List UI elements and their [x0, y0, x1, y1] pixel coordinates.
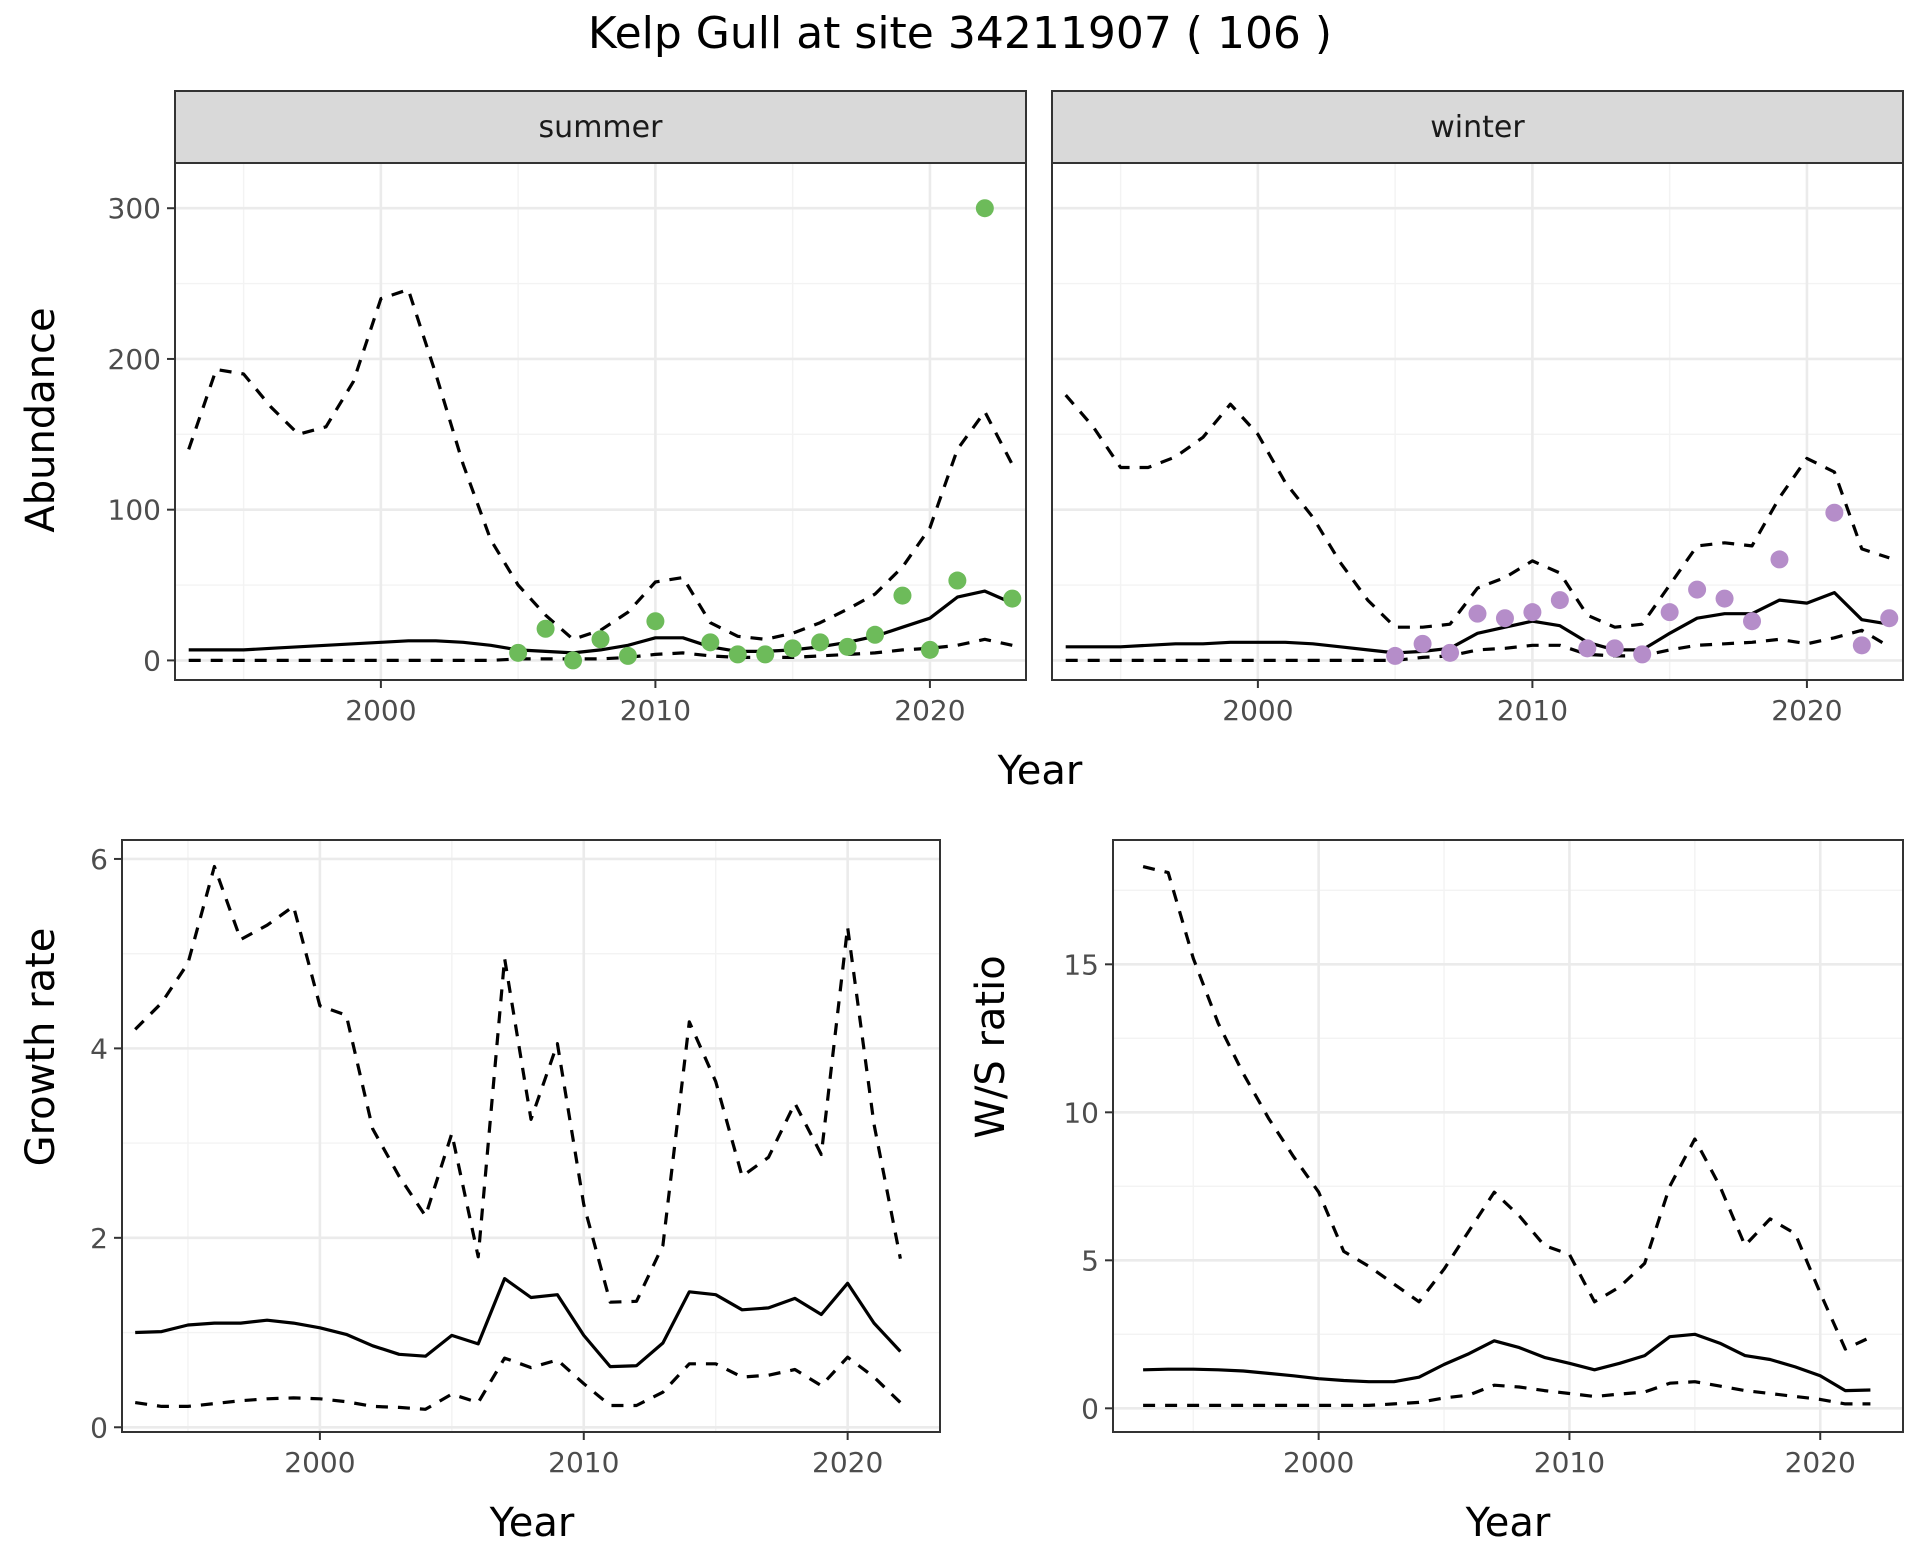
observed-point — [1660, 603, 1679, 622]
x-tick-label: 2010 — [1534, 1446, 1605, 1479]
panel-summer: 2000 2010 2020 0 100 200 300 summer — [108, 90, 1027, 727]
observed-point — [1880, 609, 1899, 628]
x-tick-label: 2020 — [1785, 1446, 1856, 1479]
x-tick-label: 2020 — [812, 1446, 883, 1479]
observed-point — [1495, 609, 1514, 628]
x-tick-label: 2010 — [1497, 694, 1568, 727]
observed-point — [701, 633, 720, 652]
x-tick-label: 2000 — [284, 1446, 355, 1479]
observed-point — [756, 645, 775, 664]
observed-point — [948, 571, 967, 590]
upper-ci-line — [134, 864, 902, 1304]
observed-point — [536, 619, 555, 638]
observed-point — [811, 633, 830, 652]
observed-point — [1523, 603, 1542, 622]
estimate-line — [1065, 590, 1890, 655]
lower-ci-line — [188, 637, 1013, 663]
panel-winter: 2000 2010 2020 winter — [1051, 90, 1904, 727]
observed-point — [1743, 612, 1762, 631]
observed-point — [564, 651, 583, 670]
x-tick-label: 2020 — [894, 694, 965, 727]
lower-ci-line — [1065, 628, 1891, 663]
y-tick-label: 300 — [108, 192, 161, 225]
observed-point — [975, 199, 994, 218]
panel-ws-ratio: 2000 2010 2020 0 5 10 15 — [1063, 839, 1904, 1479]
y-tick-label: 6 — [90, 843, 108, 876]
estimate-line — [135, 1276, 902, 1369]
upper-ci-line — [1142, 865, 1872, 1351]
y-tick-label: 100 — [108, 494, 161, 527]
x-tick-label: 2020 — [1771, 694, 1842, 727]
facet-strip-label: winter — [1430, 110, 1525, 145]
x-tick-label: 2010 — [548, 1446, 619, 1479]
x-tick-label: 2000 — [1222, 694, 1293, 727]
abundance-y-axis-label: Abundance — [18, 307, 64, 532]
ws-ratio-x-axis-label: Year — [1465, 1500, 1551, 1546]
y-tick-label: 0 — [143, 644, 161, 677]
panel-border — [1112, 839, 1904, 1433]
x-tick-label: 2000 — [345, 694, 416, 727]
observed-point — [1852, 636, 1871, 655]
y-tick-label: 4 — [90, 1032, 108, 1065]
observed-point — [1386, 646, 1405, 665]
y-tick-label: 0 — [1081, 1392, 1099, 1425]
observed-point — [866, 625, 885, 644]
observed-point — [591, 630, 610, 649]
observed-point — [920, 640, 939, 659]
y-tick-label: 10 — [1063, 1096, 1099, 1129]
estimate-line — [1143, 1332, 1871, 1393]
y-tick-label: 0 — [90, 1411, 108, 1444]
panel-border — [121, 839, 941, 1433]
observed-point — [893, 586, 912, 605]
lower-ci-line — [1143, 1380, 1871, 1408]
observed-point — [728, 645, 747, 664]
y-tick-label: 5 — [1081, 1244, 1099, 1277]
observed-point — [1550, 591, 1569, 610]
observed-point — [1770, 550, 1789, 569]
upper-ci-line — [1064, 394, 1890, 629]
figure-title: Kelp Gull at site 34211907 ( 106 ) — [588, 8, 1332, 59]
observed-point — [509, 643, 528, 662]
observed-point — [1578, 639, 1597, 658]
observed-point — [646, 612, 665, 631]
y-tick-label: 200 — [108, 343, 161, 376]
y-tick-label: 2 — [90, 1222, 108, 1255]
observed-point — [1468, 604, 1487, 623]
x-tick-label: 2010 — [620, 694, 691, 727]
lower-ci-line — [134, 1355, 902, 1411]
y-tick-label: 15 — [1063, 948, 1099, 981]
panel-growth-rate: 2000 2010 2020 0 2 4 6 — [90, 839, 941, 1479]
x-tick-label: 2000 — [1283, 1446, 1354, 1479]
observed-point — [783, 639, 802, 658]
facet-strip — [1051, 90, 1904, 164]
facet-strip — [174, 90, 1027, 164]
growth-rate-y-axis-label: Growth rate — [18, 928, 64, 1167]
observed-point — [1633, 645, 1652, 664]
facet-strip-label: summer — [539, 110, 664, 145]
abundance-x-axis-label: Year — [997, 748, 1083, 794]
observed-point — [1003, 589, 1022, 608]
observed-point — [1441, 643, 1460, 662]
observed-point — [838, 637, 857, 656]
ws-ratio-y-axis-label: W/S ratio — [968, 955, 1014, 1138]
observed-point — [1413, 634, 1432, 653]
observed-point — [1688, 580, 1707, 599]
observed-point — [1825, 503, 1844, 522]
observed-point — [618, 646, 637, 665]
growth-rate-x-axis-label: Year — [489, 1500, 575, 1546]
upper-ci-line — [187, 288, 1014, 641]
observed-point — [1715, 589, 1734, 608]
observed-point — [1605, 639, 1624, 658]
